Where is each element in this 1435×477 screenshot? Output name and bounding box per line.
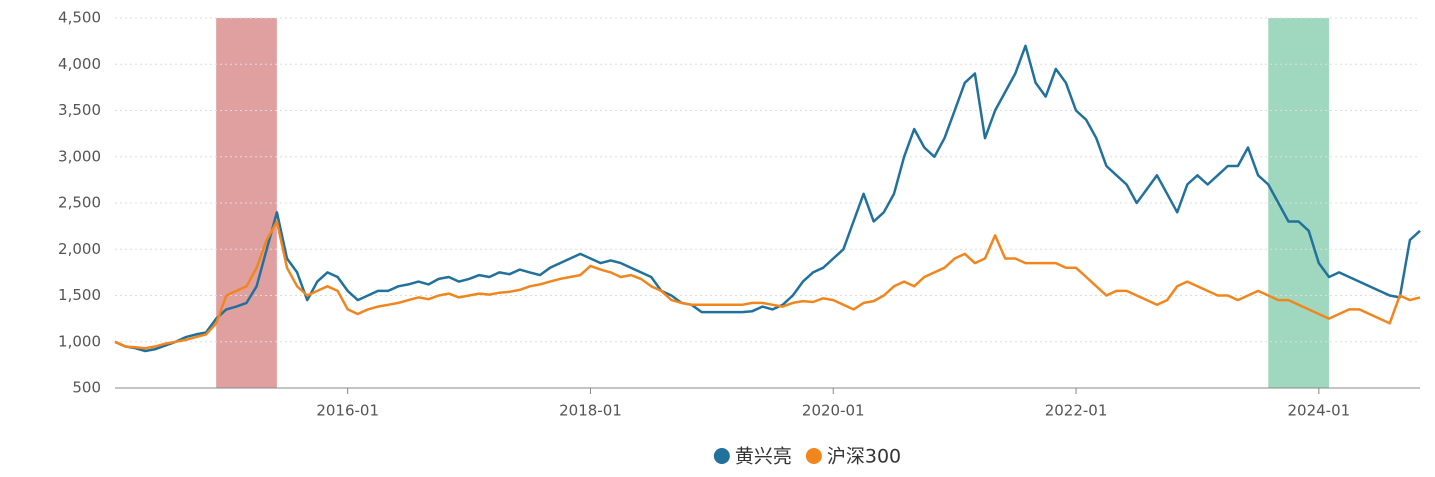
y-tick-label: 4,500 bbox=[58, 9, 101, 27]
x-tick-label: 2024-01 bbox=[1287, 402, 1350, 420]
legend-marker bbox=[805, 448, 822, 464]
y-tick-label: 3,500 bbox=[58, 101, 101, 119]
legend-label: 沪深300 bbox=[827, 446, 901, 468]
x-tick-label: 2020-01 bbox=[802, 402, 865, 420]
y-tick-label: 1,500 bbox=[58, 286, 101, 304]
y-tick-label: 4,000 bbox=[58, 55, 101, 73]
y-tick-label: 2,500 bbox=[58, 194, 101, 212]
x-tick-label: 2016-01 bbox=[316, 402, 379, 420]
legend-label: 黄兴亮 bbox=[735, 446, 792, 468]
legend: 黄兴亮 沪深300 bbox=[713, 446, 901, 468]
y-tick-label: 1,000 bbox=[58, 332, 101, 350]
legend-item[interactable]: 沪深300 bbox=[805, 446, 901, 468]
legend-item[interactable]: 黄兴亮 bbox=[713, 446, 792, 468]
legend-marker bbox=[713, 448, 730, 464]
x-tick-label: 2018-01 bbox=[559, 402, 622, 420]
y-tick-label: 3,000 bbox=[58, 147, 101, 165]
series-line bbox=[114, 220, 1421, 350]
series-line bbox=[114, 44, 1421, 353]
x-tick-label: 2022-01 bbox=[1045, 402, 1108, 420]
y-tick-label: 2,000 bbox=[58, 240, 101, 258]
y-tick-label: 500 bbox=[72, 379, 101, 397]
